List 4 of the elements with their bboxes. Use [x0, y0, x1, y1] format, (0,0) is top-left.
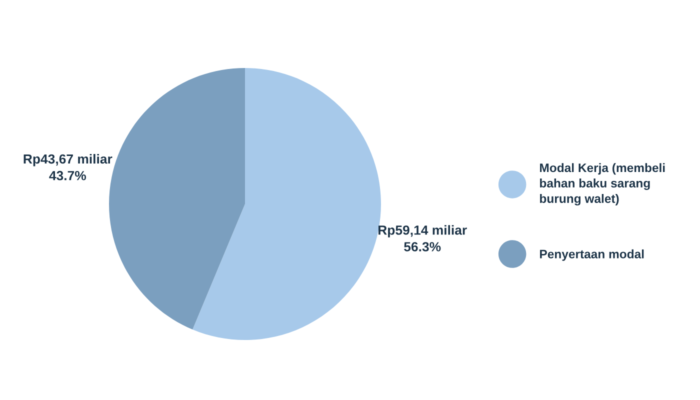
- legend-label: Modal Kerja (membeli bahan baku sarang burung walet): [540, 163, 665, 206]
- data-label: Rp59,14 miliar 56.3%: [378, 225, 467, 252]
- legend-label: Penyertaan modal: [540, 249, 644, 261]
- data-label: Rp43,67 miliar 43.7%: [24, 154, 112, 180]
